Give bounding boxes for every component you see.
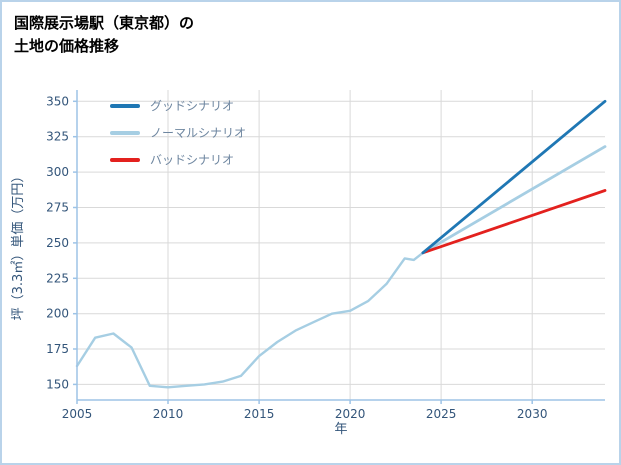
legend-item-bad: バッドシナリオ — [110, 146, 246, 173]
x-tick-label: 2025 — [426, 407, 457, 421]
page-title: 国際展示場駅（東京都）の 土地の価格推移 — [14, 12, 194, 59]
series-layer — [75, 99, 607, 389]
title-line-1: 国際展示場駅（東京都）の — [14, 14, 195, 32]
x-axis-label: 年 — [334, 422, 347, 437]
grid-layer — [76, 90, 605, 400]
y-tick-label: 300 — [46, 165, 69, 179]
y-tick-label: 225 — [46, 271, 69, 285]
y-tick-label: 150 — [46, 377, 69, 391]
legend-item-good: グッドシナリオ — [110, 92, 246, 119]
legend-label-good: グッドシナリオ — [150, 99, 235, 113]
title-line-2: 土地の価格推移 — [14, 37, 120, 56]
x-tick-label: 2020 — [335, 407, 366, 421]
history-line — [75, 251, 425, 389]
y-tick-label: 350 — [46, 94, 69, 108]
x-tick-label: 2030 — [517, 407, 548, 421]
normal-scenario-line — [421, 145, 607, 255]
legend-item-normal: ノーマルシナリオ — [110, 119, 246, 146]
bad-scenario-line — [421, 189, 607, 255]
y-tick-label: 325 — [46, 130, 69, 144]
y-tick-label: 200 — [46, 307, 69, 321]
x-tick-label: 2005 — [62, 407, 93, 421]
legend-label-bad: バッドシナリオ — [150, 153, 235, 167]
y-tick-label: 250 — [46, 236, 69, 250]
good-scenario-line — [421, 99, 607, 255]
axis-layer: 150 175 200 225 250 275 300 325 350 2005 2010 2015 2… — [46, 90, 605, 421]
x-tick-label: 2010 — [153, 407, 184, 421]
y-axis-label: 坪（3.3㎡）単価（万円） — [10, 170, 26, 321]
legend-swatch-bad — [110, 157, 140, 162]
chart-legend: グッドシナリオ ノーマルシナリオ バッドシナリオ — [110, 92, 246, 173]
x-tick-label: 2015 — [244, 407, 275, 421]
y-tick-label: 275 — [46, 201, 69, 215]
legend-label-normal: ノーマルシナリオ — [150, 126, 247, 140]
legend-swatch-normal — [110, 130, 140, 135]
y-tick-label: 175 — [46, 342, 69, 356]
legend-swatch-good — [110, 103, 140, 108]
